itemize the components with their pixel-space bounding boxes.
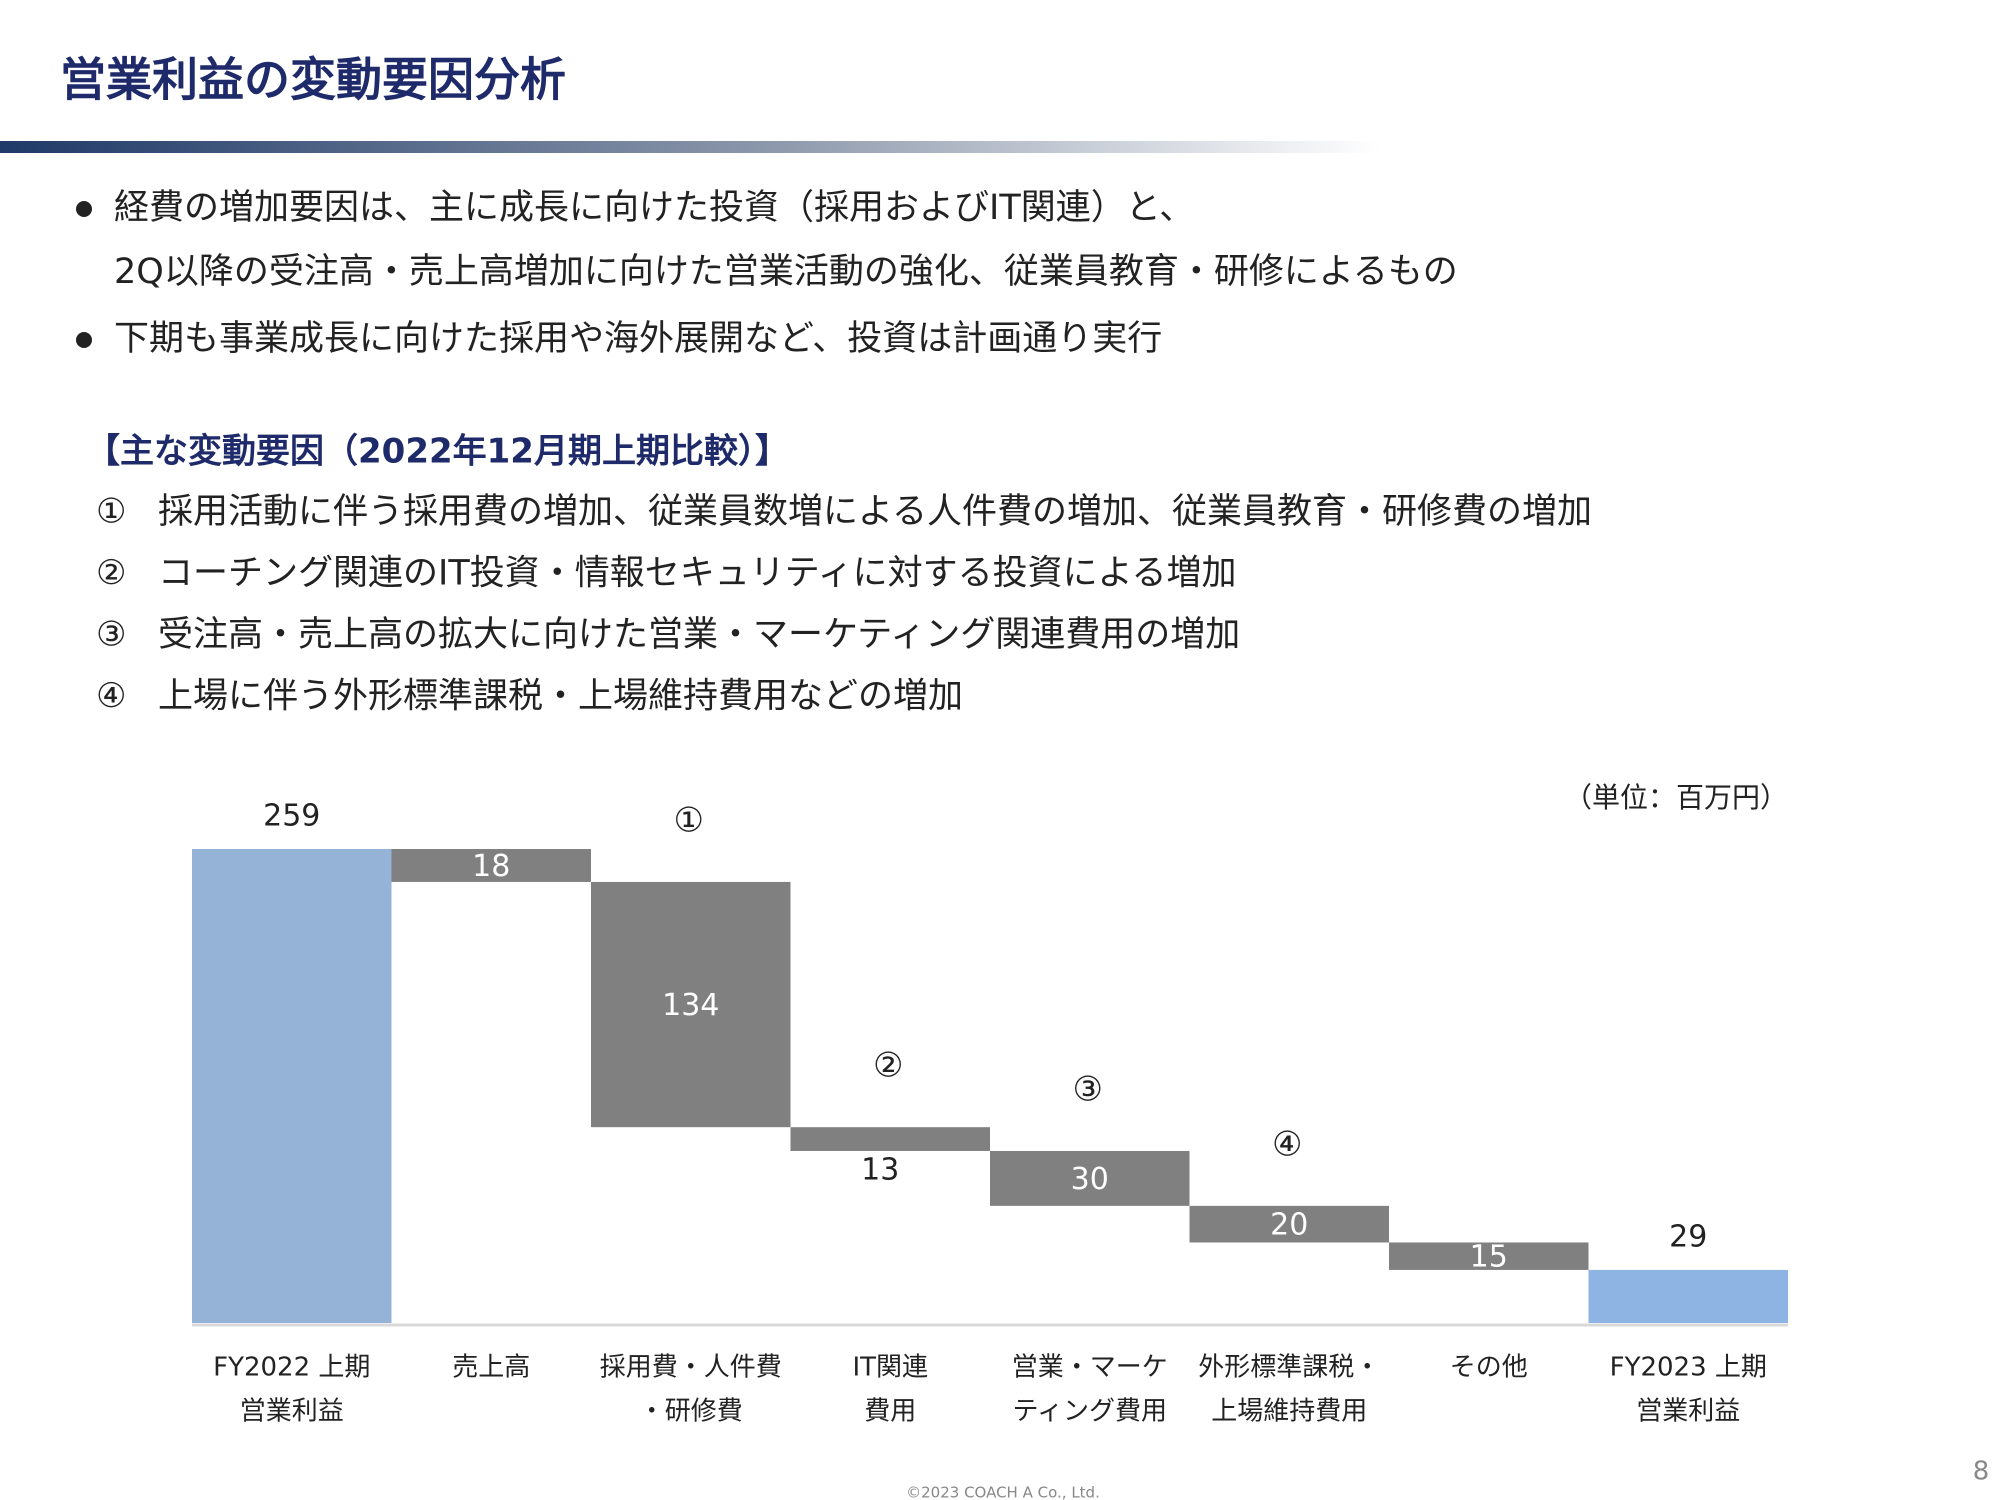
section-title: 【主な変動要因（2022年12月期上期比較）】	[86, 432, 789, 472]
x-tick-label: 費用	[864, 1397, 916, 1427]
item-number: ②	[96, 553, 126, 593]
x-tick-label: 営業利益	[240, 1397, 344, 1427]
bullet-text: 経費の増加要因は、主に成長に向けた投資（採用およびIT関連）と、	[114, 188, 1194, 228]
annotation: ④	[1272, 1124, 1302, 1164]
value-label: 20	[1270, 1208, 1308, 1243]
annotation: ③	[1073, 1069, 1103, 1109]
item-number: ①	[96, 492, 126, 532]
annotation: ②	[873, 1046, 903, 1086]
bar	[990, 1150, 1190, 1206]
x-tick-label: 採用費・人件費	[600, 1353, 782, 1383]
item-text: コーチング関連のIT投資・情報セキュリティに対する投資による増加	[158, 554, 1237, 594]
x-tick-label: ・研修費	[639, 1397, 743, 1427]
unit-label: （単位：百万円）	[1564, 781, 1788, 814]
item-number: ④	[96, 676, 126, 716]
bullet-dot	[76, 201, 92, 217]
value-label: 15	[1470, 1240, 1508, 1275]
value-label: 18	[472, 849, 510, 884]
bar	[1389, 1242, 1589, 1270]
value-label: 13	[861, 1152, 899, 1187]
bullet-dot	[76, 332, 92, 348]
x-tick-label: その他	[1450, 1353, 1528, 1383]
value-label: 29	[1669, 1219, 1707, 1254]
x-tick-label: IT関連	[852, 1353, 928, 1383]
value-label: 259	[263, 799, 320, 834]
item-number: ③	[96, 615, 126, 655]
x-tick-label: ティング費用	[1013, 1397, 1167, 1427]
x-tick-label: FY2022 上期	[213, 1353, 370, 1383]
slide-title: 営業利益の変動要因分析	[60, 53, 566, 107]
x-tick-label: 売上高	[452, 1353, 530, 1383]
bullet-text: 2Q以降の受注高・売上高増加に向けた営業活動の強化、従業員教育・研修によるもの	[114, 252, 1458, 292]
value-label: 30	[1071, 1162, 1109, 1197]
bar	[790, 1127, 990, 1151]
item-text: 採用活動に伴う採用費の増加、従業員数増による人件費の増加、従業員教育・研修費の増…	[158, 492, 1592, 532]
copyright: ©2023 COACH A Co., Ltd.	[906, 1484, 1100, 1500]
x-tick-label: FY2023 上期	[1610, 1353, 1767, 1383]
item-text: 受注高・売上高の拡大に向けた営業・マーケティング関連費用の増加	[158, 615, 1240, 655]
item-text: 上場に伴う外形標準課税・上場維持費用などの増加	[158, 677, 963, 717]
bullet-text: 下期も事業成長に向けた採用や海外展開など、投資は計画通り実行	[114, 319, 1162, 359]
annotation: ①	[674, 800, 704, 840]
x-tick-label: 営業利益	[1636, 1397, 1740, 1427]
page-number: 8	[1973, 1457, 1990, 1487]
bar	[1189, 1205, 1389, 1243]
bar	[591, 881, 791, 1128]
bar	[192, 849, 392, 1323]
x-tick-label: 上場維持費用	[1211, 1397, 1367, 1427]
x-tick-label: 外形標準課税・	[1198, 1353, 1380, 1383]
x-tick-label: 営業・マーケ	[1012, 1353, 1168, 1383]
bar	[391, 849, 591, 882]
bar	[1588, 1269, 1788, 1323]
header-rule	[0, 141, 1380, 153]
value-label: 134	[662, 988, 719, 1023]
